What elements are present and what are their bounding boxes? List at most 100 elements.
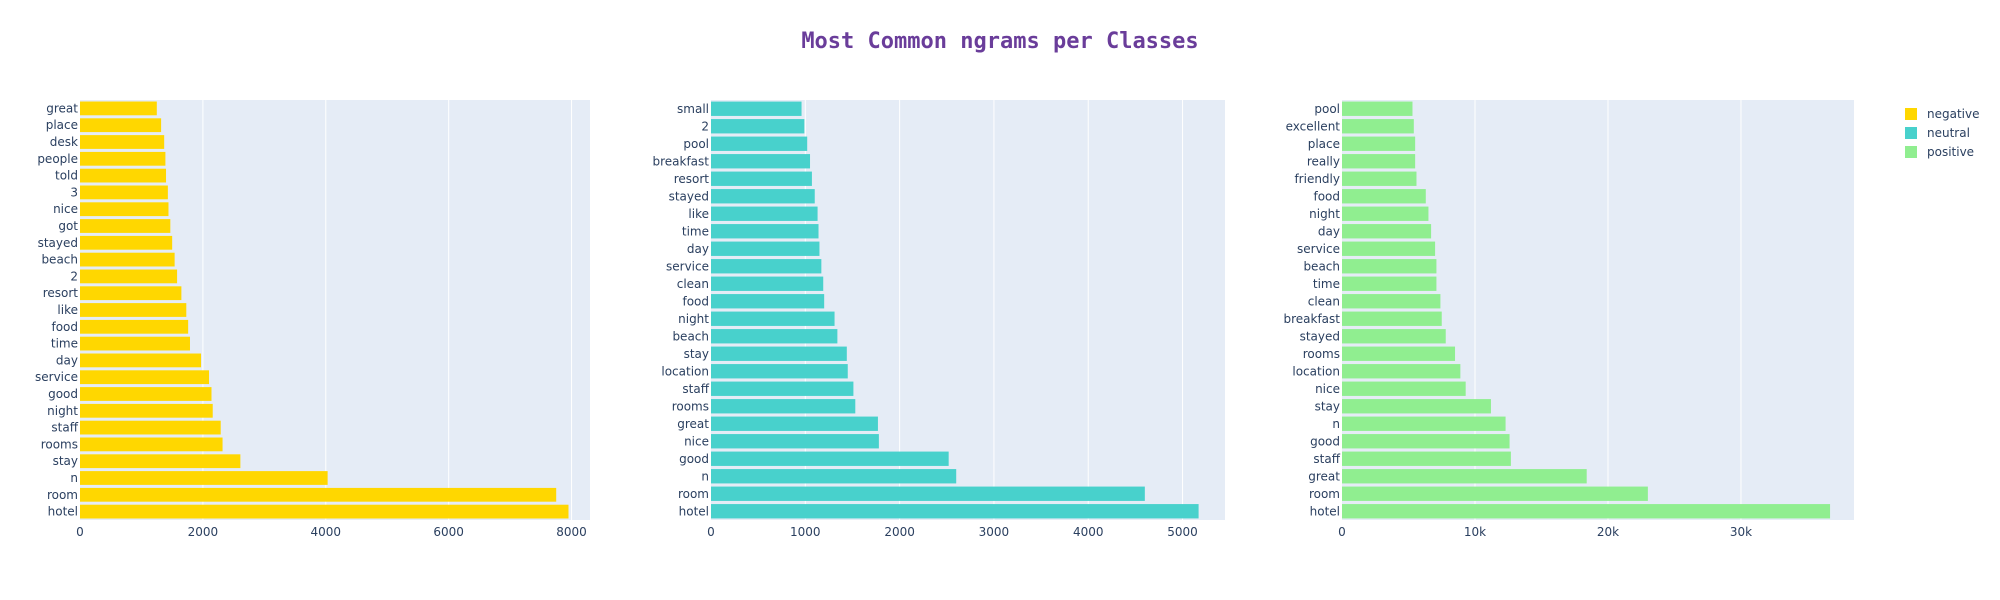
y-tick-label: food: [682, 294, 709, 308]
bar-negative-people[interactable]: [80, 151, 166, 166]
x-tick-label: 3000: [979, 525, 1010, 539]
bar-positive-good[interactable]: [1342, 434, 1510, 449]
bar-neutral-day[interactable]: [711, 241, 820, 256]
bar-negative-2[interactable]: [80, 269, 178, 284]
bar-negative-told[interactable]: [80, 168, 167, 183]
bar-positive-breakfast[interactable]: [1342, 311, 1442, 326]
y-tick-label: beach: [672, 329, 709, 343]
y-tick-label: nice: [684, 434, 709, 448]
bar-negative-stay[interactable]: [80, 454, 241, 469]
legend-label: positive: [1927, 145, 1974, 159]
bar-negative-service[interactable]: [80, 370, 210, 385]
y-tick-label: breakfast: [652, 154, 709, 168]
bar-positive-hotel[interactable]: [1342, 504, 1831, 519]
chart-panels: great place desk people told 3 nice got stayed be…: [35, 100, 1854, 539]
bar-negative-room[interactable]: [80, 487, 557, 502]
bar-negative-desk[interactable]: [80, 135, 165, 149]
y-tick-label: staff: [1313, 452, 1340, 466]
bar-neutral-pool[interactable]: [711, 136, 808, 151]
bar-positive-great[interactable]: [1342, 469, 1587, 484]
bar-negative-great[interactable]: [80, 101, 157, 116]
bar-positive-service[interactable]: [1342, 241, 1436, 256]
bar-negative-nice[interactable]: [80, 202, 169, 217]
legend-item-neutral[interactable]: neutral: [1905, 126, 1970, 140]
bar-positive-night[interactable]: [1342, 206, 1429, 221]
bar-neutral-clean[interactable]: [711, 276, 824, 291]
bar-neutral-food[interactable]: [711, 294, 825, 309]
bar-positive-staff[interactable]: [1342, 451, 1511, 466]
bar-positive-pool[interactable]: [1342, 101, 1413, 116]
bar-negative-beach[interactable]: [80, 252, 175, 267]
bar-negative-day[interactable]: [80, 353, 202, 368]
bar-positive-stayed[interactable]: [1342, 329, 1446, 344]
y-tick-label: good: [48, 387, 78, 401]
y-tick-label: pool: [1314, 102, 1340, 116]
bar-neutral-resort[interactable]: [711, 171, 812, 186]
bar-negative-resort[interactable]: [80, 286, 182, 301]
bar-neutral-rooms[interactable]: [711, 399, 856, 414]
bar-positive-n[interactable]: [1342, 416, 1506, 431]
bar-positive-nice[interactable]: [1342, 381, 1466, 396]
bar-neutral-night[interactable]: [711, 311, 835, 326]
bar-neutral-time[interactable]: [711, 224, 819, 239]
legend-label: negative: [1927, 107, 1979, 121]
y-tick-label: stay: [684, 347, 709, 361]
bar-neutral-service[interactable]: [711, 259, 822, 274]
bar-negative-good[interactable]: [80, 387, 212, 401]
bar-positive-stay[interactable]: [1342, 399, 1491, 414]
bar-neutral-small[interactable]: [711, 101, 802, 116]
bar-positive-really[interactable]: [1342, 154, 1416, 169]
bar-neutral-nice[interactable]: [711, 434, 879, 449]
bar-neutral-hotel[interactable]: [711, 504, 1199, 519]
bar-negative-place[interactable]: [80, 118, 162, 133]
legend[interactable]: negative neutral positive: [1905, 107, 1979, 159]
bar-neutral-location[interactable]: [711, 364, 848, 379]
bar-positive-food[interactable]: [1342, 189, 1426, 204]
bar-positive-friendly[interactable]: [1342, 171, 1417, 186]
bar-neutral-room[interactable]: [711, 486, 1145, 501]
bar-neutral-stayed[interactable]: [711, 189, 815, 204]
y-tick-label: n: [70, 471, 78, 485]
bar-positive-clean[interactable]: [1342, 294, 1441, 309]
bar-neutral-n[interactable]: [711, 469, 957, 484]
bar-negative-night[interactable]: [80, 403, 213, 418]
y-tick-label: desk: [50, 135, 78, 149]
bar-neutral-2[interactable]: [711, 119, 805, 134]
bar-positive-day[interactable]: [1342, 224, 1432, 239]
bar-positive-rooms[interactable]: [1342, 346, 1456, 361]
bar-negative-rooms[interactable]: [80, 437, 223, 452]
bar-neutral-stay[interactable]: [711, 346, 847, 361]
bar-negative-food[interactable]: [80, 319, 189, 334]
bar-negative-staff[interactable]: [80, 420, 221, 435]
bar-negative-n[interactable]: [80, 471, 328, 485]
bar-negative-hotel[interactable]: [80, 504, 569, 519]
bar-positive-place[interactable]: [1342, 136, 1416, 151]
y-tick-label: night: [678, 312, 709, 326]
y-tick-label: stayed: [669, 189, 709, 203]
bar-positive-room[interactable]: [1342, 486, 1648, 501]
bar-neutral-good[interactable]: [711, 451, 949, 466]
legend-item-negative[interactable]: negative: [1905, 107, 1979, 121]
y-tick-label: small: [677, 102, 709, 116]
bar-positive-excellent[interactable]: [1342, 119, 1414, 134]
bar-neutral-staff[interactable]: [711, 381, 854, 396]
bar-negative-like[interactable]: [80, 303, 187, 317]
bar-negative-3[interactable]: [80, 185, 168, 200]
bar-neutral-breakfast[interactable]: [711, 154, 811, 169]
bar-neutral-beach[interactable]: [711, 329, 838, 344]
bar-neutral-great[interactable]: [711, 416, 878, 431]
legend-item-positive[interactable]: positive: [1905, 145, 1974, 159]
bar-positive-time[interactable]: [1342, 276, 1437, 291]
y-tick-label: hotel: [679, 504, 709, 518]
bar-negative-stayed[interactable]: [80, 235, 173, 250]
bar-positive-location[interactable]: [1342, 364, 1461, 379]
y-tick-label: nice: [53, 202, 78, 216]
x-tick-label: 4000: [1073, 525, 1104, 539]
bar-positive-beach[interactable]: [1342, 259, 1437, 274]
y-tick-label: n: [1332, 417, 1340, 431]
bar-negative-time[interactable]: [80, 336, 190, 351]
y-tick-label: rooms: [672, 399, 709, 413]
bar-neutral-like[interactable]: [711, 206, 818, 221]
panel-positive: pool excellent place really friendly food nigh…: [1283, 100, 1854, 539]
bar-negative-got[interactable]: [80, 219, 171, 233]
